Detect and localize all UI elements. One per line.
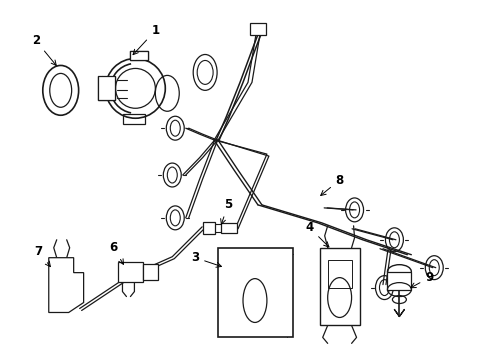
Text: 7: 7: [35, 245, 50, 267]
Bar: [319, 248, 359, 325]
Bar: [386, 272, 410, 289]
Bar: [98, 76, 115, 100]
Text: 2: 2: [32, 34, 56, 66]
Bar: [203, 222, 215, 234]
Bar: [130, 50, 148, 60]
Polygon shape: [49, 258, 83, 312]
Text: 3: 3: [191, 251, 221, 267]
Bar: [123, 114, 145, 124]
Bar: [221, 223, 237, 233]
Bar: [218, 248, 292, 337]
Text: 4: 4: [305, 221, 328, 247]
Text: 1: 1: [133, 24, 159, 55]
Text: 9: 9: [410, 271, 432, 288]
Text: 6: 6: [109, 241, 123, 264]
Text: 8: 8: [320, 174, 343, 195]
Text: 5: 5: [220, 198, 232, 224]
Bar: [327, 260, 351, 288]
Bar: [143, 264, 158, 280]
Bar: [249, 23, 265, 35]
Bar: [118, 262, 143, 282]
